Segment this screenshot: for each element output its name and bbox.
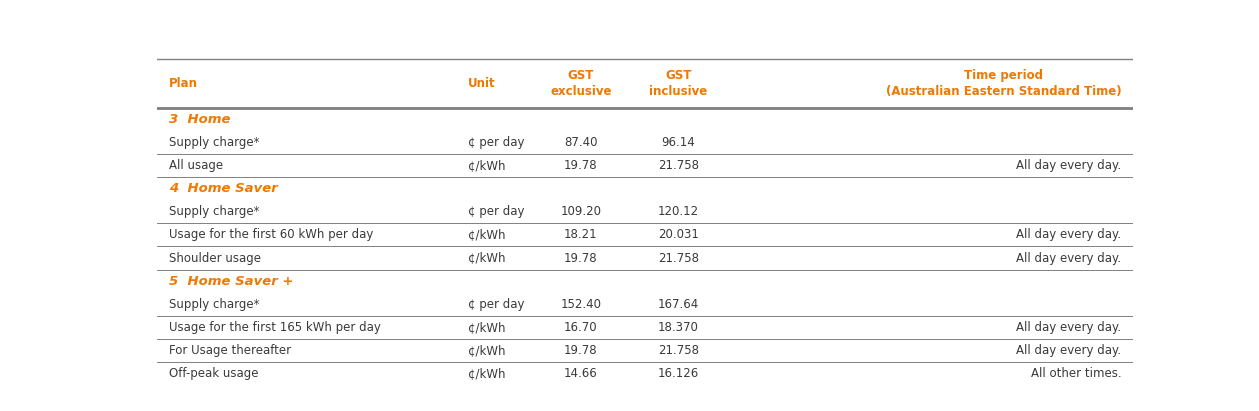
Text: 19.78: 19.78 — [564, 159, 598, 172]
Text: 20.031: 20.031 — [658, 229, 699, 241]
Text: 19.78: 19.78 — [564, 252, 598, 265]
Text: Supply charge*: Supply charge* — [169, 136, 259, 149]
Text: For Usage thereafter: For Usage thereafter — [169, 344, 291, 357]
Text: Plan: Plan — [169, 77, 198, 90]
Text: Off-peak usage: Off-peak usage — [169, 367, 258, 380]
Text: All day every day.: All day every day. — [1016, 229, 1122, 241]
Text: 120.12: 120.12 — [658, 206, 699, 218]
Text: Supply charge*: Supply charge* — [169, 298, 259, 311]
Text: 3  Home: 3 Home — [169, 113, 230, 126]
Text: ¢/kWh: ¢/kWh — [467, 367, 505, 380]
Text: 21.758: 21.758 — [658, 252, 699, 265]
Text: ¢ per day: ¢ per day — [467, 136, 524, 149]
Text: Time period
(Australian Eastern Standard Time): Time period (Australian Eastern Standard… — [886, 69, 1122, 98]
Text: All usage: All usage — [169, 159, 223, 172]
Text: ¢/kWh: ¢/kWh — [467, 229, 505, 241]
Text: All other times.: All other times. — [1031, 367, 1122, 380]
Text: All day every day.: All day every day. — [1016, 252, 1122, 265]
Text: 16.70: 16.70 — [564, 321, 598, 334]
Text: 109.20: 109.20 — [560, 206, 602, 218]
Text: 152.40: 152.40 — [560, 298, 602, 311]
Text: 5  Home Saver +: 5 Home Saver + — [169, 275, 293, 288]
Text: 167.64: 167.64 — [657, 298, 699, 311]
Text: Usage for the first 165 kWh per day: Usage for the first 165 kWh per day — [169, 321, 381, 334]
Text: ¢ per day: ¢ per day — [467, 298, 524, 311]
Text: 21.758: 21.758 — [658, 159, 699, 172]
Text: Unit: Unit — [467, 77, 495, 90]
Text: ¢/kWh: ¢/kWh — [467, 344, 505, 357]
Text: ¢/kWh: ¢/kWh — [467, 252, 505, 265]
Text: Shoulder usage: Shoulder usage — [169, 252, 261, 265]
Text: 16.126: 16.126 — [657, 367, 699, 380]
Text: Supply charge*: Supply charge* — [169, 206, 259, 218]
Text: 19.78: 19.78 — [564, 344, 598, 357]
Text: All day every day.: All day every day. — [1016, 344, 1122, 357]
Text: 87.40: 87.40 — [564, 136, 598, 149]
Text: GST
inclusive: GST inclusive — [650, 69, 708, 98]
Text: 18.370: 18.370 — [658, 321, 699, 334]
Text: ¢/kWh: ¢/kWh — [467, 159, 505, 172]
Text: 18.21: 18.21 — [564, 229, 598, 241]
Text: 96.14: 96.14 — [661, 136, 695, 149]
Text: 21.758: 21.758 — [658, 344, 699, 357]
Text: GST
exclusive: GST exclusive — [550, 69, 612, 98]
Text: ¢/kWh: ¢/kWh — [467, 321, 505, 334]
Text: All day every day.: All day every day. — [1016, 159, 1122, 172]
Text: ¢ per day: ¢ per day — [467, 206, 524, 218]
Text: Usage for the first 60 kWh per day: Usage for the first 60 kWh per day — [169, 229, 374, 241]
Text: All day every day.: All day every day. — [1016, 321, 1122, 334]
Text: 4  Home Saver: 4 Home Saver — [169, 182, 278, 195]
Text: 14.66: 14.66 — [564, 367, 598, 380]
